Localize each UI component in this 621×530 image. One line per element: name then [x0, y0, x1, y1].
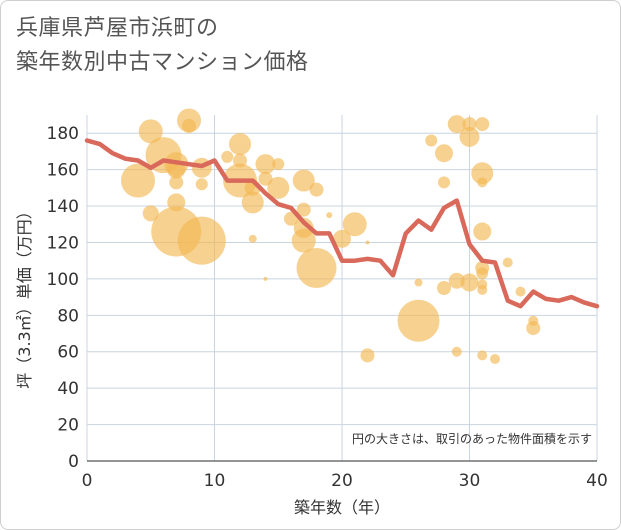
- data-bubble: [477, 284, 488, 295]
- data-bubble: [397, 299, 440, 342]
- data-bubble: [309, 182, 324, 197]
- data-bubble: [267, 176, 290, 199]
- average-price-line: [84, 138, 600, 309]
- data-bubble: [515, 286, 526, 297]
- data-bubble: [291, 228, 316, 253]
- data-bubble: [255, 154, 276, 175]
- y-tick-label: 120: [47, 233, 79, 253]
- data-bubble: [414, 278, 423, 287]
- data-bubble: [272, 158, 285, 171]
- data-bubble: [241, 191, 264, 214]
- data-bubble: [476, 267, 489, 280]
- data-bubble: [121, 163, 155, 198]
- y-tick-label: 40: [57, 379, 79, 399]
- data-bubble: [138, 119, 163, 144]
- data-bubble: [438, 176, 450, 189]
- x-tick-label: 30: [459, 471, 481, 491]
- x-tick-label: 20: [331, 471, 353, 491]
- data-bubble: [342, 212, 367, 237]
- data-bubble: [459, 126, 480, 147]
- y-tick-label: 180: [47, 124, 79, 144]
- x-tick-label: 40: [586, 471, 608, 491]
- x-tick-label: 10: [204, 471, 226, 491]
- y-axis-title: 坪（3.3㎡）単価（万円）: [15, 203, 34, 388]
- data-bubble: [296, 202, 311, 217]
- y-tick-label: 0: [68, 452, 79, 472]
- data-bubble: [473, 222, 492, 241]
- y-tick-label: 60: [57, 343, 79, 363]
- data-bubble: [326, 212, 333, 219]
- data-bubble: [284, 211, 298, 226]
- data-bubble: [248, 234, 257, 243]
- data-bubble: [169, 175, 184, 190]
- data-bubble: [526, 321, 541, 336]
- average-line-layer: [84, 138, 600, 309]
- data-bubble: [425, 134, 438, 147]
- data-bubble: [229, 133, 251, 156]
- data-bubble: [447, 115, 466, 134]
- y-tick-label: 160: [47, 161, 79, 181]
- data-bubble: [296, 247, 337, 288]
- data-bubble: [221, 150, 234, 163]
- data-bubble: [471, 162, 494, 185]
- data-bubble: [142, 205, 159, 222]
- data-bubble: [195, 178, 208, 191]
- data-bubble: [182, 118, 196, 133]
- title-line-2: 築年数別中古マンション価格: [16, 50, 309, 75]
- data-bubble: [477, 350, 488, 361]
- data-bubble: [448, 272, 465, 289]
- data-bubble: [177, 216, 226, 265]
- data-bubble: [437, 281, 451, 295]
- data-bubble: [333, 229, 351, 248]
- data-bubble: [460, 273, 479, 292]
- data-bubble: [490, 354, 500, 365]
- bubble-size-note: 円の大きさは、取引のあった物件面積を示す: [352, 431, 592, 446]
- data-bubble: [477, 177, 488, 188]
- title-line-1: 兵庫県芦屋市浜町の: [16, 16, 219, 41]
- data-bubble: [167, 193, 186, 212]
- y-tick-label: 80: [57, 306, 79, 326]
- data-bubble: [365, 240, 370, 245]
- data-bubble: [292, 169, 315, 192]
- y-tick-label: 100: [47, 270, 79, 290]
- y-tick-label: 20: [57, 416, 79, 436]
- data-bubble: [263, 276, 268, 281]
- data-bubble: [360, 348, 375, 363]
- x-tick-label: 0: [82, 471, 93, 491]
- y-tick-label: 140: [47, 197, 79, 217]
- data-bubble: [502, 257, 513, 268]
- x-axis-title: 築年数（年）: [294, 498, 390, 517]
- data-bubble: [451, 346, 462, 357]
- axes: 0 20 40 60 80 100 120 140 160 180 0 10 20 30 40: [47, 124, 608, 491]
- data-bubble: [435, 144, 453, 163]
- chart-title: 兵庫県芦屋市浜町の 築年数別中古マンション価格: [16, 12, 309, 80]
- data-bubble: [475, 117, 490, 132]
